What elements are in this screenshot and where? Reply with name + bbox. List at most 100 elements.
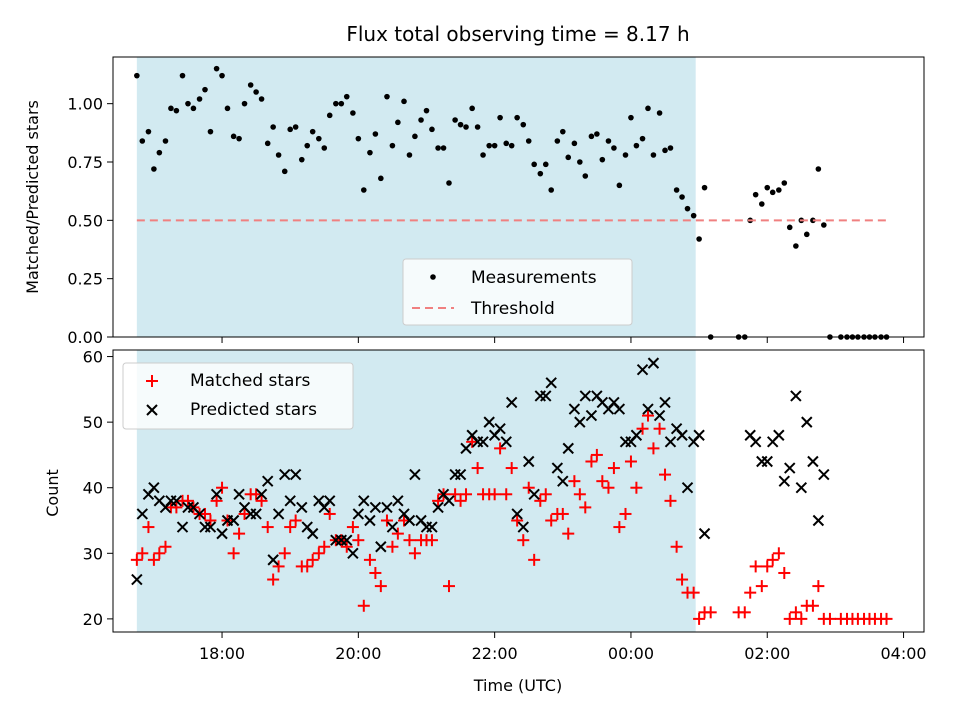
predicted-star-point bbox=[659, 396, 671, 409]
matched-star-point bbox=[136, 547, 149, 560]
predicted-star-point bbox=[517, 521, 529, 533]
measurement-point bbox=[508, 142, 515, 149]
matched-star-point bbox=[323, 507, 336, 520]
measurement-point bbox=[355, 135, 362, 142]
measurement-point bbox=[304, 142, 311, 149]
matched-star-point bbox=[408, 547, 421, 560]
measurement-point bbox=[486, 142, 492, 149]
matched-star-point bbox=[449, 488, 462, 501]
matched-star-point bbox=[619, 507, 632, 520]
measurement-point bbox=[162, 138, 169, 144]
predicted-star-point bbox=[386, 521, 399, 533]
measurement-point bbox=[463, 124, 469, 130]
measurement-point bbox=[622, 152, 629, 158]
predicted-star-point bbox=[341, 534, 353, 546]
matched-star-point bbox=[170, 501, 183, 514]
ratio-y-ticks: 0.00 0.25 0.50 0.75 1.00 bbox=[67, 95, 113, 347]
predicted-star-point bbox=[131, 573, 143, 586]
measurement-point bbox=[548, 187, 555, 193]
measurement-point bbox=[151, 166, 157, 172]
matched-star-point bbox=[357, 599, 370, 612]
predicted-star-point bbox=[267, 554, 279, 566]
matched-star-point bbox=[772, 547, 785, 560]
measurement-point bbox=[645, 105, 651, 112]
measurement-point bbox=[134, 72, 140, 79]
matched-star-point bbox=[494, 442, 507, 455]
measurement-point bbox=[776, 187, 782, 193]
matched-star-point bbox=[693, 612, 706, 625]
measurement-point bbox=[537, 170, 544, 177]
measurement-point bbox=[338, 100, 345, 107]
measurement-point bbox=[224, 105, 231, 112]
predicted-star-point bbox=[551, 462, 564, 474]
measurement-point bbox=[605, 138, 612, 144]
matched-star-point bbox=[199, 507, 212, 520]
predicted-star-point bbox=[210, 488, 223, 500]
matched-star-point bbox=[880, 612, 893, 625]
measurement-point bbox=[292, 124, 299, 130]
measurement-point bbox=[616, 182, 623, 189]
measurement-point bbox=[316, 135, 322, 142]
predicted-star-point bbox=[454, 468, 467, 481]
matched-star-point bbox=[284, 521, 297, 534]
count-x-ticks: 18:00 20:00 22:00 00:00 02:00 04:00 bbox=[199, 632, 927, 663]
matched-star-point bbox=[267, 573, 280, 586]
matched-star-point bbox=[806, 599, 819, 612]
matched-star-point bbox=[670, 540, 683, 553]
matched-star-point bbox=[687, 586, 700, 599]
matched-star-point bbox=[363, 553, 376, 566]
predicted-star-point bbox=[347, 547, 359, 560]
matched-star-point bbox=[778, 566, 791, 579]
legend-measurements-marker bbox=[430, 274, 436, 280]
matched-star-point bbox=[823, 612, 836, 625]
measurement-point bbox=[497, 114, 503, 121]
y-tick-label: 1.00 bbox=[67, 95, 103, 114]
matched-star-point bbox=[585, 455, 598, 468]
matched-star-point bbox=[676, 573, 689, 586]
legend-matched-label: Matched stars bbox=[190, 371, 310, 391]
predicted-star-point bbox=[818, 468, 830, 481]
count-marks bbox=[130, 357, 893, 625]
predicted-star-point bbox=[261, 475, 274, 487]
predicted-star-point bbox=[540, 390, 552, 402]
matched-star-point bbox=[374, 580, 387, 593]
predicted-star-point bbox=[636, 363, 649, 376]
measurement-point bbox=[435, 145, 441, 151]
y-tick-label: 20 bbox=[83, 610, 103, 629]
measurement-point bbox=[440, 145, 447, 151]
x-tick-label: 04:00 bbox=[880, 644, 926, 663]
chart-title: Flux total observing time = 8.17 h bbox=[346, 22, 689, 46]
y-tick-label: 40 bbox=[83, 479, 103, 498]
matched-star-point bbox=[528, 553, 541, 566]
x-axis-label: Time (UTC) bbox=[473, 676, 562, 695]
measurement-point bbox=[565, 154, 572, 161]
matched-star-point bbox=[568, 475, 581, 488]
predicted-star-point bbox=[392, 495, 404, 507]
measurement-point bbox=[690, 212, 697, 219]
measurement-point bbox=[287, 126, 293, 133]
matched-star-point bbox=[761, 560, 774, 573]
measurement-point bbox=[241, 100, 248, 107]
predicted-star-point bbox=[494, 422, 506, 435]
matched-star-point bbox=[664, 494, 677, 507]
measurement-point bbox=[298, 156, 305, 163]
predicted-star-point bbox=[284, 495, 296, 507]
matched-star-point bbox=[454, 494, 467, 507]
matched-star-point bbox=[511, 514, 524, 527]
matched-star-point bbox=[227, 547, 240, 560]
y-tick-label: 0.75 bbox=[67, 153, 103, 172]
matched-star-point bbox=[301, 560, 314, 573]
matched-star-point bbox=[641, 409, 654, 422]
measurement-point bbox=[247, 82, 254, 88]
predicted-star-point bbox=[676, 429, 688, 441]
matched-star-point bbox=[153, 547, 166, 560]
matched-star-point bbox=[147, 553, 160, 566]
measurement-point bbox=[781, 180, 788, 186]
predicted-star-point bbox=[176, 521, 189, 533]
predicted-star-point bbox=[364, 514, 376, 527]
matched-star-point bbox=[142, 521, 155, 534]
measurement-point bbox=[554, 138, 561, 144]
measurement-point bbox=[418, 117, 424, 123]
measurement-point bbox=[588, 133, 595, 140]
matched-star-point bbox=[517, 534, 530, 547]
